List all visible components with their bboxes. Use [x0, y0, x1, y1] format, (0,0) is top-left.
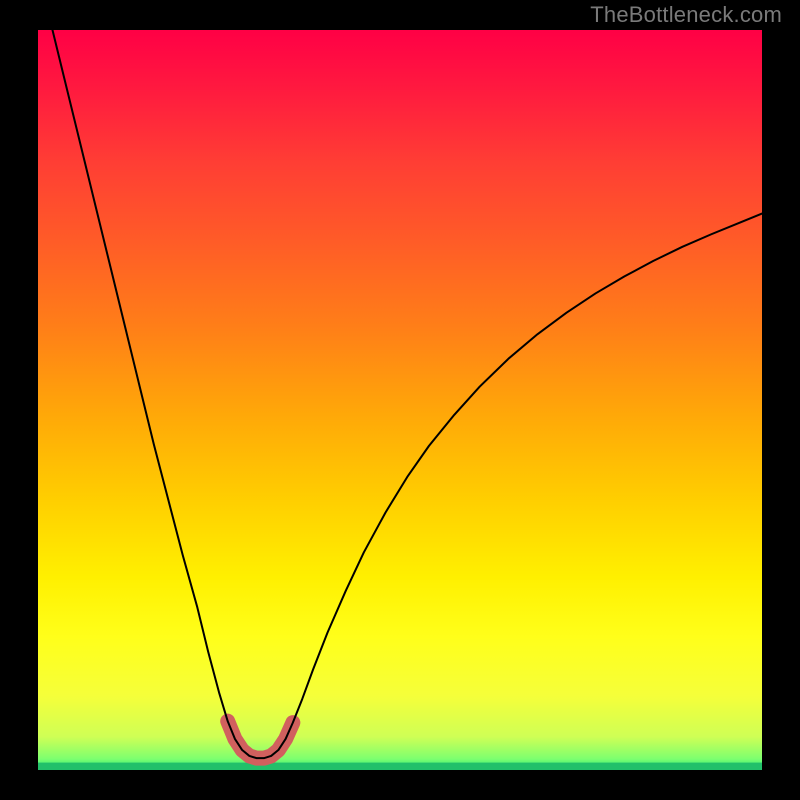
chart-baseline-bar: [38, 763, 762, 770]
chart-svg: [0, 0, 800, 800]
chart-gradient-bg: [38, 30, 762, 770]
watermark-text: TheBottleneck.com: [590, 2, 782, 28]
bottleneck-chart: [0, 0, 800, 800]
